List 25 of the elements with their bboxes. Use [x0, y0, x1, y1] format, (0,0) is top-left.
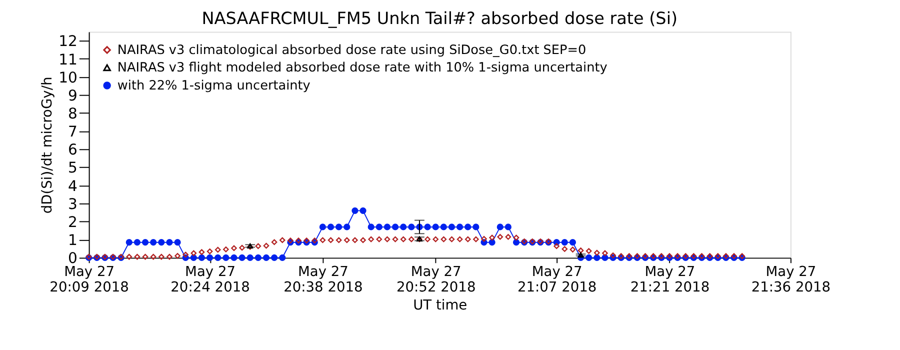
y-tick-label: 9 — [68, 87, 78, 104]
y-axis-title: dD(Si)/dt microGy/h — [40, 76, 56, 214]
y-tick-label: 11 — [58, 51, 78, 68]
x-tick-label: May 27 20:52 2018 — [396, 264, 476, 296]
x-tick-label: May 27 21:21 2018 — [630, 264, 710, 296]
y-tick-label: 6 — [68, 142, 78, 159]
x-tick-label: May 27 21:07 2018 — [517, 264, 597, 296]
legend-label: NAIRAS v3 climatological absorbed dose rate using SiDose_G0.txt SEP=0 — [117, 42, 586, 58]
point — [578, 252, 584, 258]
y-tick-label: 7 — [68, 124, 78, 141]
x-tick-label: May 27 20:38 2018 — [284, 264, 363, 296]
chart-title: NASAAFRCMUL_FM5 Unkn Tail#? absorbed dose rate (Si) — [202, 8, 678, 28]
y-tick-label: 12 — [58, 33, 78, 50]
y-tick-label: 8 — [68, 105, 78, 122]
y-tick-label: 4 — [68, 178, 78, 195]
x-tick-label: May 27 21:36 2018 — [751, 264, 831, 296]
y-tick-label: 2 — [68, 214, 78, 231]
x-tick-label: May 27 20:24 2018 — [170, 264, 250, 296]
x-axis-title: UT time — [413, 298, 468, 314]
y-tick-label: 1 — [68, 232, 78, 250]
y-tick-label: 10 — [58, 69, 78, 86]
y-tick-label: 5 — [68, 160, 78, 177]
legend-label: with 22% 1-sigma uncertainty — [117, 78, 311, 94]
y-tick-label: 3 — [68, 196, 78, 213]
legend-label: NAIRAS v3 flight modeled absorbed dose rate with 10% 1-sigma uncertainty — [117, 60, 608, 76]
